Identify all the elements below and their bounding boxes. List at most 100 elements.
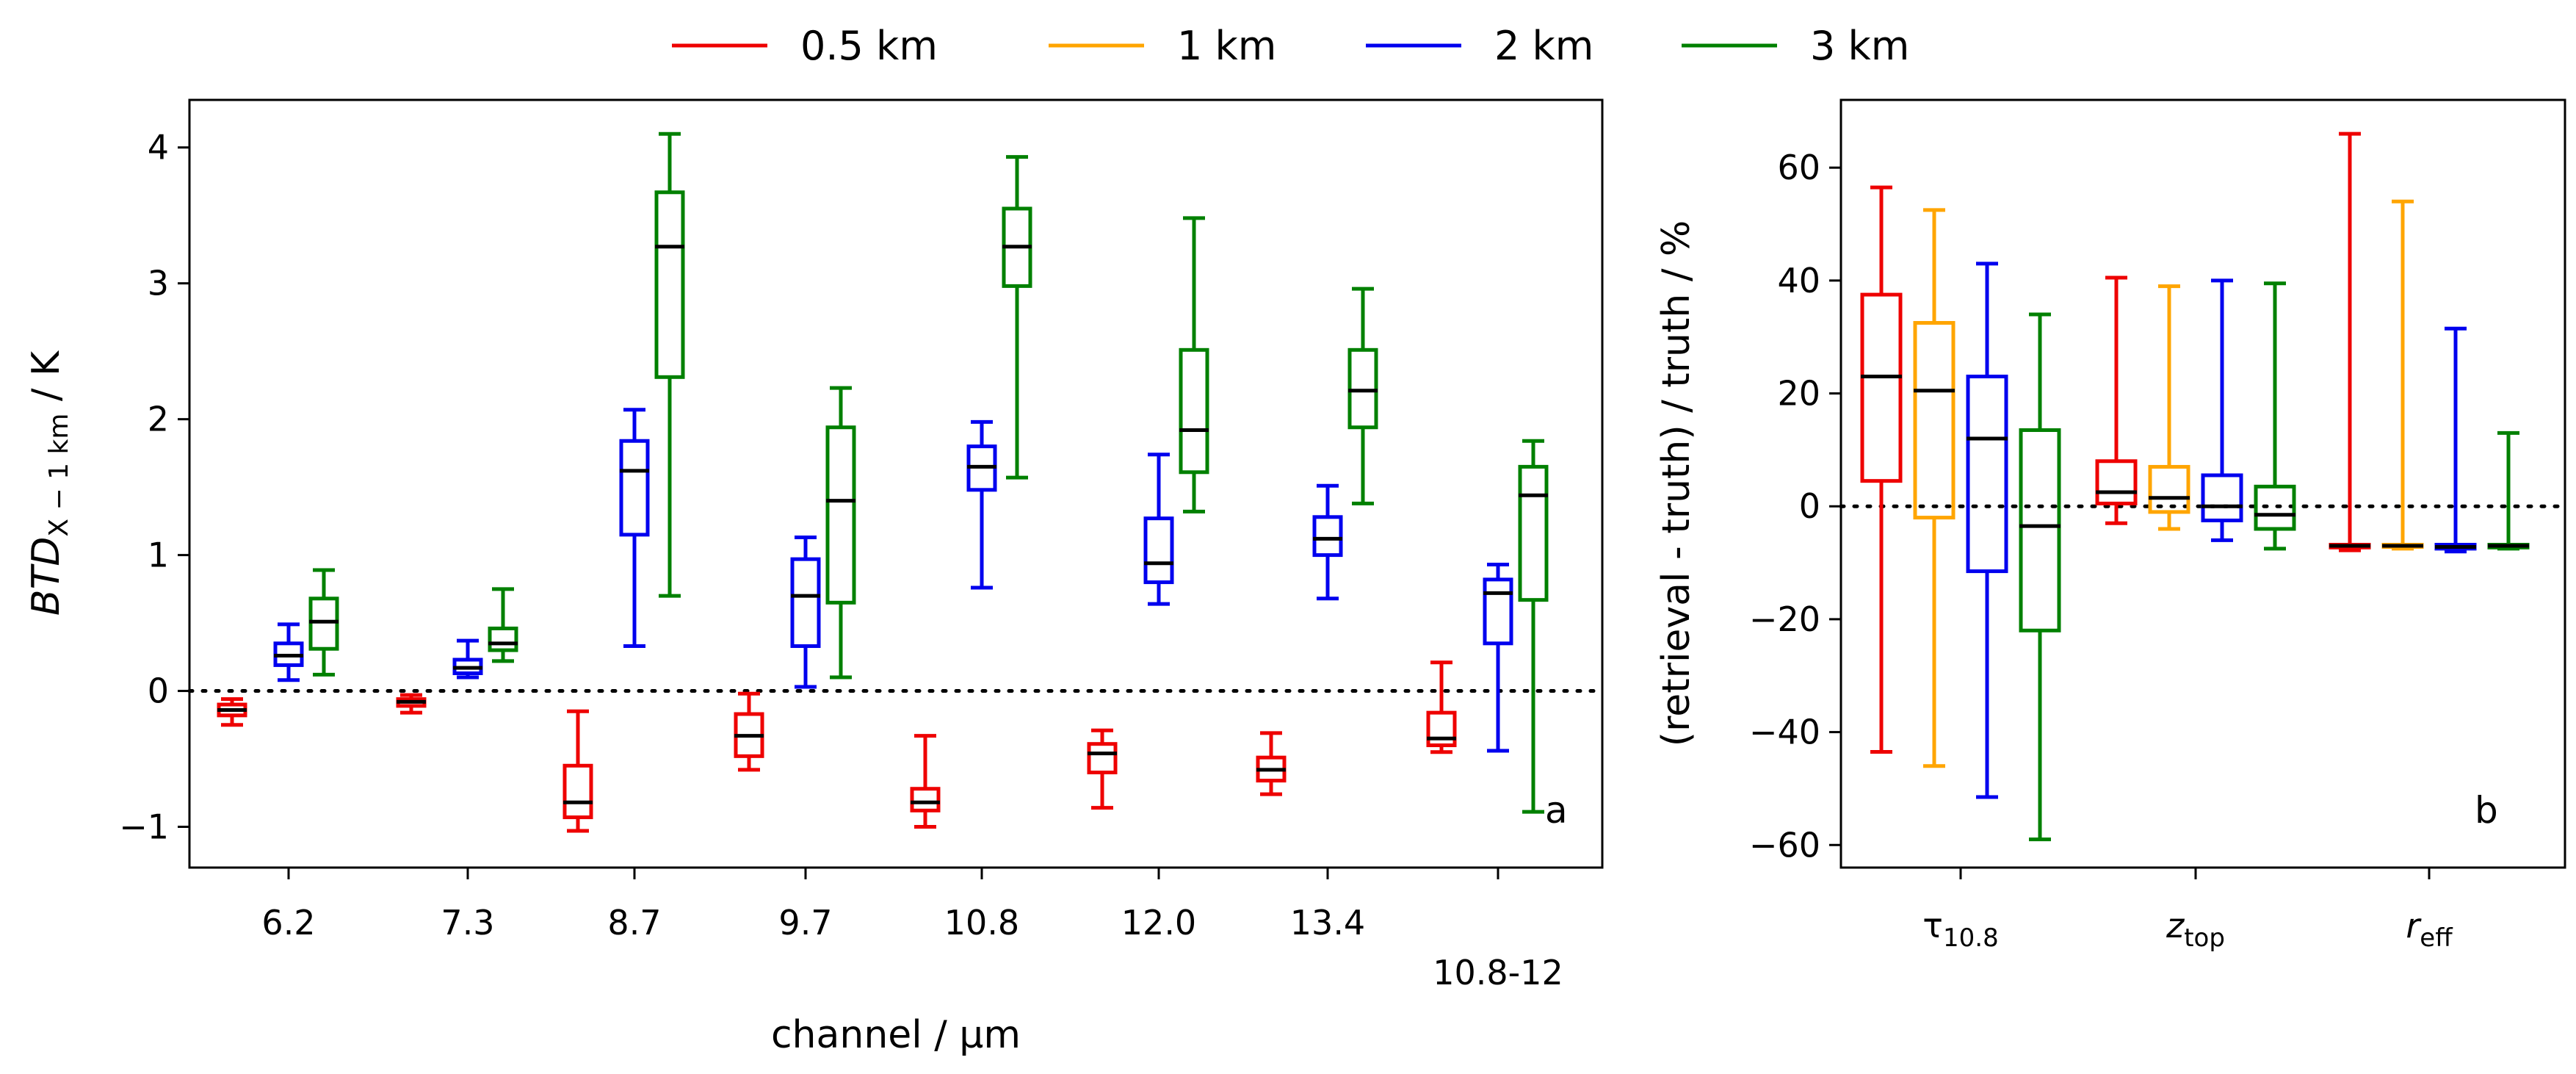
- panel-b-ytick-label: 60: [1777, 148, 1820, 187]
- panel-a-iqr-box: [1312, 515, 1343, 558]
- panel-a-xtick-label: 12.0: [1121, 903, 1196, 943]
- panel-b-ytick-label: 0: [1799, 486, 1820, 526]
- panel-b-xtick-label: τ10.8: [1922, 906, 1998, 953]
- panel-a-box-1-3: [790, 536, 821, 689]
- panel-a-ylabel-main: BTD: [24, 537, 68, 616]
- panel-b-box-0-2: [2329, 131, 2371, 552]
- panel-a-label: a: [1545, 789, 1568, 832]
- legend-label-0: 0.5 km: [800, 23, 938, 69]
- panel-a-iqr-box: [790, 557, 821, 649]
- panel-a-xtick-label: 7.3: [441, 903, 494, 943]
- panel-a-xticks: 6.2 7.3 8.7 9.7 10.8 12.0 13.4 10.8-12: [261, 868, 1563, 992]
- panel-a-iqr-box: [1518, 464, 1549, 602]
- panel-b-iqr-box: [1966, 375, 2008, 574]
- panel-a-box-0-1: [396, 693, 427, 715]
- panel-a-ytick-label: 3: [148, 264, 169, 303]
- panel-b-iqr-box: [2201, 473, 2243, 522]
- panel-a-iqr-box: [654, 190, 685, 379]
- panel-b-xtick-main: τ: [1922, 906, 1943, 945]
- panel-b-box-0-1: [2095, 275, 2138, 525]
- legend-label-1: 1 km: [1177, 23, 1276, 69]
- panel-a-ytick-label: 0: [148, 671, 169, 711]
- panel-a-iqr-box: [910, 787, 941, 812]
- panel-a-iqr-box: [1143, 516, 1174, 585]
- legend-label-3: 3 km: [1810, 23, 1909, 69]
- panel-b-box-0-0: [1860, 185, 1903, 754]
- panel-b-label: b: [2475, 789, 2498, 832]
- panel-b-ytick-label: −40: [1749, 713, 1820, 752]
- panel-b-frame: [1839, 98, 2566, 869]
- panel-a-box-2-7: [1518, 439, 1549, 814]
- panel-b-xtick-sub: 10.8: [1943, 923, 1999, 953]
- panel-b-xtick-label: ztop: [2166, 906, 2225, 953]
- panel-b-iqr-box: [2095, 459, 2138, 505]
- panel-a-box-1-1: [452, 638, 483, 680]
- panel-a-box-0-4: [910, 734, 941, 829]
- panel-a-ylabel-unit: / K: [24, 350, 68, 414]
- panel-b-iqr-box: [2019, 428, 2061, 632]
- panel-a-xtick-label: 6.2: [261, 903, 315, 943]
- panel-a-box-2-2: [654, 131, 685, 598]
- panel-a-box-0-2: [562, 709, 593, 833]
- panel-a-iqr-box: [1483, 577, 1513, 646]
- panel-a-iqr-box: [619, 439, 650, 537]
- panel-a-xtick-label: 9.7: [778, 903, 832, 943]
- panel-a-frame: [188, 98, 1604, 869]
- panel-a-iqr-box: [825, 425, 856, 605]
- panel-b-xtick-main: z: [2166, 906, 2185, 945]
- panel-b-box-1-2: [2381, 199, 2424, 551]
- panel-a-box-2-0: [308, 568, 339, 677]
- panel-a-box-0-5: [1087, 728, 1118, 810]
- panel-a-box-2-6: [1347, 286, 1378, 505]
- panel-a-iqr-box: [1347, 347, 1378, 430]
- panel-b-marks: [1839, 131, 2567, 842]
- panel-b-xtick-main: r: [2406, 906, 2422, 945]
- panel-b-xticks: τ10.8 ztop reff: [1922, 868, 2453, 953]
- panel-b-xtick-sub: top: [2184, 923, 2225, 953]
- panel-a-yticks: −1 0 1 2 3 4: [119, 128, 189, 847]
- panel-a-box-0-0: [217, 697, 247, 727]
- panel-a-box-2-3: [825, 386, 856, 680]
- panel-a-marks: [187, 131, 1604, 833]
- panel-b-ytick-label: 20: [1777, 374, 1820, 414]
- panel-a-xlabel: channel / μm: [771, 1013, 1021, 1057]
- panel-b-ytick-label: −60: [1749, 825, 1820, 865]
- panel-b-xtick-sub: eff: [2420, 923, 2453, 953]
- panel-a-box-2-1: [488, 587, 518, 663]
- panel-a-ylabel: BTDX − 1 km / K: [24, 350, 74, 616]
- panel-b-box-1-1: [2148, 284, 2190, 531]
- panel-a-iqr-box: [308, 597, 339, 651]
- panel-a-box-0-7: [1426, 660, 1457, 754]
- panel-a-box-1-0: [273, 622, 304, 682]
- panel-b-box-1-0: [1913, 208, 1955, 768]
- panel-a-iqr-box: [562, 763, 593, 820]
- legend: 0.5 km 1 km 2 km 3 km: [672, 23, 1909, 69]
- panel-a-iqr-box: [1426, 710, 1457, 748]
- panel-a-box-2-5: [1179, 216, 1209, 513]
- panel-b-xtick-label: reff: [2406, 906, 2453, 953]
- panel-b-box-3-0: [2019, 312, 2061, 842]
- panel-a-box-1-4: [966, 419, 997, 590]
- panel-b-iqr-box: [1860, 292, 1903, 483]
- legend-label-2: 2 km: [1494, 23, 1593, 69]
- panel-a-xtick-label: 10.8: [944, 903, 1019, 943]
- panel-a-box-1-2: [619, 408, 650, 649]
- panel-a-xtick-label: 8.7: [607, 903, 661, 943]
- panel-b-box-3-1: [2254, 281, 2296, 551]
- panel-b-ylabel: (retrieval - truth) / truth / %: [1654, 220, 1698, 747]
- panel-a-ytick-label: −1: [119, 807, 169, 847]
- panel-a-ytick-label: 2: [148, 400, 169, 439]
- panel-b-box-2-2: [2434, 326, 2477, 554]
- panel-b-ytick-label: −20: [1749, 599, 1820, 639]
- panel-a-ytick-label: 4: [148, 128, 169, 167]
- panel-a-xtick-label: 13.4: [1290, 903, 1365, 943]
- panel-b-iqr-box: [2148, 464, 2190, 514]
- panel-a-box-1-6: [1312, 483, 1343, 601]
- panel-a-xtick-label: 10.8-12: [1433, 953, 1563, 992]
- panel-b-yticks: −60 −40 −20 0 20 40 60: [1749, 148, 1841, 865]
- panel-b-iqr-box: [1913, 321, 1955, 520]
- panel-a-box-2-4: [1002, 155, 1032, 480]
- panel-a-iqr-box: [1179, 347, 1209, 475]
